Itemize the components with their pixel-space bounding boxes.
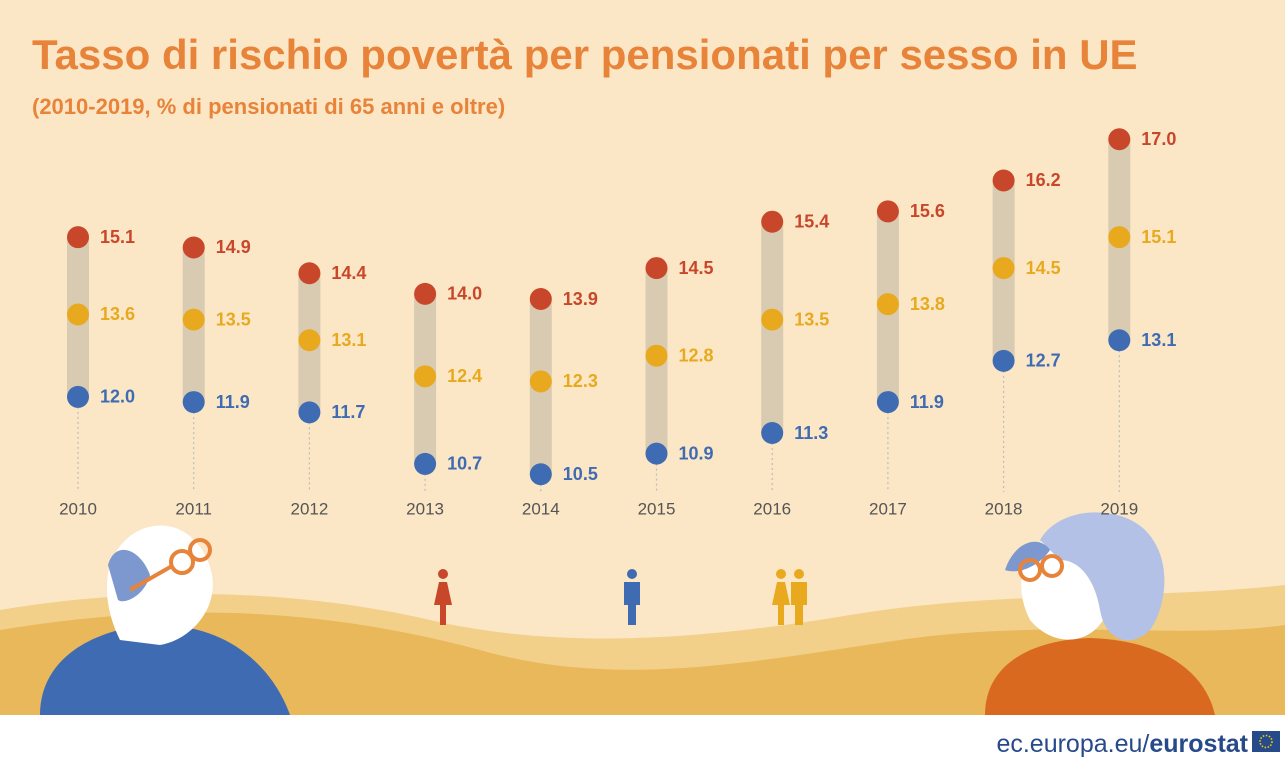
value-label: 13.5 xyxy=(794,309,829,329)
dot xyxy=(993,169,1015,191)
dot xyxy=(1108,128,1130,150)
value-label: 13.8 xyxy=(910,294,945,314)
value-label: 12.0 xyxy=(100,387,135,407)
footer-domain: ec.europa.eu/ xyxy=(996,730,1149,758)
dot xyxy=(298,401,320,423)
eu-flag xyxy=(1252,731,1280,752)
value-label: 13.6 xyxy=(100,304,135,324)
dot xyxy=(414,365,436,387)
value-label: 12.7 xyxy=(1026,351,1061,371)
value-label: 12.3 xyxy=(563,371,598,391)
dot xyxy=(298,262,320,284)
x-tick-label: 2012 xyxy=(290,499,328,518)
value-label: 13.1 xyxy=(1141,330,1176,350)
x-tick-label: 2016 xyxy=(753,499,791,518)
dot xyxy=(183,391,205,413)
value-label: 15.1 xyxy=(1141,227,1176,247)
dot xyxy=(183,236,205,258)
x-tick-label: 2017 xyxy=(869,499,907,518)
dot xyxy=(761,422,783,444)
chart-title: Tasso di rischio povertà per pensionati … xyxy=(32,31,1138,78)
value-label: 15.4 xyxy=(794,211,829,231)
x-tick-label: 2014 xyxy=(522,499,560,518)
x-tick-label: 2013 xyxy=(406,499,444,518)
dot xyxy=(530,463,552,485)
value-label: 16.2 xyxy=(1026,170,1061,190)
value-label: 11.9 xyxy=(910,392,944,412)
dot xyxy=(646,443,668,465)
x-tick-label: 2015 xyxy=(638,499,676,518)
value-label: 14.9 xyxy=(216,237,251,257)
value-label: 13.1 xyxy=(331,330,366,350)
legend-icon xyxy=(794,569,804,579)
dot xyxy=(877,293,899,315)
value-label: 14.5 xyxy=(1026,258,1061,278)
dot xyxy=(761,309,783,331)
dot xyxy=(530,370,552,392)
value-label: 10.9 xyxy=(679,443,714,463)
dot xyxy=(646,257,668,279)
dot xyxy=(1108,329,1130,351)
legend-icon xyxy=(627,569,637,579)
infographic: Tasso di rischio povertà per pensionati … xyxy=(0,0,1285,758)
value-label: 14.4 xyxy=(331,263,366,283)
x-tick-label: 2019 xyxy=(1100,499,1138,518)
x-tick-label: 2018 xyxy=(985,499,1023,518)
legend-icon xyxy=(438,569,448,579)
value-label: 12.4 xyxy=(447,366,482,386)
dot xyxy=(183,309,205,331)
value-label: 14.5 xyxy=(679,258,714,278)
value-label: 14.0 xyxy=(447,284,482,304)
value-label: 11.7 xyxy=(331,402,365,422)
value-label: 11.3 xyxy=(794,423,828,443)
value-label: 10.5 xyxy=(563,464,598,484)
value-label: 15.6 xyxy=(910,201,945,221)
value-label: 13.9 xyxy=(563,289,598,309)
dot xyxy=(67,386,89,408)
dot xyxy=(877,391,899,413)
value-label: 17.0 xyxy=(1141,129,1176,149)
chart-subtitle: (2010-2019, % di pensionati di 65 anni e… xyxy=(32,94,505,119)
dot xyxy=(414,453,436,475)
dot xyxy=(761,211,783,233)
x-tick-label: 2011 xyxy=(175,499,212,518)
footer-brand: eurostat xyxy=(1149,730,1248,758)
dot xyxy=(877,200,899,222)
dot xyxy=(67,303,89,325)
footer-source: ec.europa.eu/eurostat xyxy=(996,730,1248,758)
value-label: 15.1 xyxy=(100,227,135,247)
value-label: 13.5 xyxy=(216,309,251,329)
dot xyxy=(1108,226,1130,248)
value-label: 10.7 xyxy=(447,454,482,474)
dot xyxy=(646,345,668,367)
value-label: 12.8 xyxy=(679,345,714,365)
dot xyxy=(298,329,320,351)
dot xyxy=(414,283,436,305)
dot xyxy=(67,226,89,248)
legend-icon xyxy=(776,569,786,579)
dot xyxy=(993,257,1015,279)
x-tick-label: 2010 xyxy=(59,499,97,518)
dot xyxy=(993,350,1015,372)
dot xyxy=(530,288,552,310)
value-label: 11.9 xyxy=(216,392,250,412)
